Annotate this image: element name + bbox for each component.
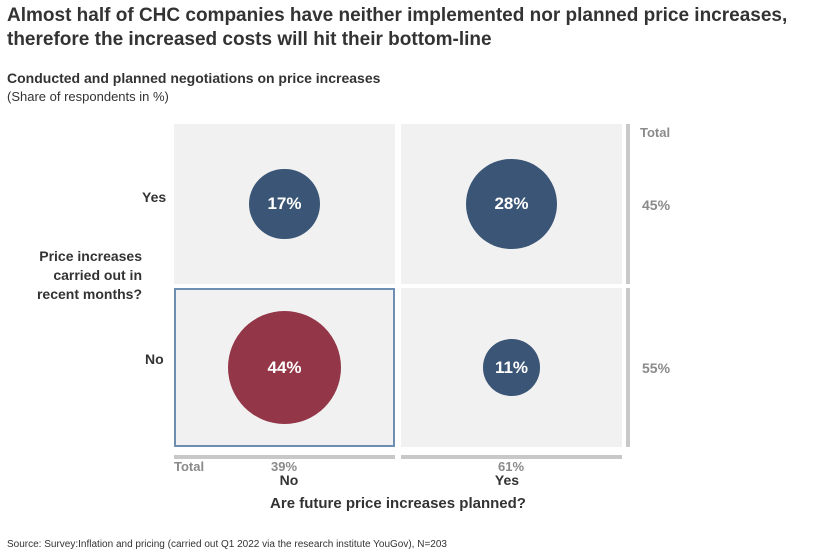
cell-no-yes: 11% — [401, 288, 622, 447]
chart-subtitle: Conducted and planned negotiations on pr… — [7, 70, 381, 86]
column-total-bar-no — [174, 455, 395, 459]
row-total-bar-no — [626, 288, 630, 447]
cell-no-no: 44% — [174, 288, 395, 447]
bubble-yes-yes: 28% — [466, 158, 557, 250]
column-total-header: Total — [174, 459, 205, 474]
cell-yes-yes: 28% — [401, 124, 622, 284]
bubble-yes-no: 17% — [249, 168, 320, 240]
column-label-yes: Yes — [494, 472, 520, 488]
bubble-no-yes: 11% — [483, 339, 540, 396]
column-total-yes: 61% — [497, 459, 525, 474]
row-label-no: No — [145, 351, 164, 367]
column-total-bar-yes — [401, 455, 622, 459]
source-note: Source: Survey:Inflation and pricing (ca… — [7, 539, 447, 550]
cell-yes-no: 17% — [174, 124, 395, 284]
bubble-no-no: 44% — [228, 311, 341, 424]
row-total-header: Total — [640, 125, 671, 140]
column-total-no: 39% — [270, 459, 298, 474]
row-label-yes: Yes — [142, 189, 167, 205]
y-axis-title: Price increases carried out in recent mo… — [36, 248, 142, 302]
x-axis-title: Are future price increases planned? — [270, 495, 526, 512]
row-total-yes: 45% — [642, 197, 671, 213]
column-label-no: No — [279, 472, 299, 488]
row-total-no: 55% — [642, 360, 671, 376]
chart-title: Almost half of CHC companies have neithe… — [7, 5, 788, 50]
row-total-bar-yes — [626, 124, 630, 284]
unit-label: (Share of respondents in %) — [7, 89, 169, 104]
